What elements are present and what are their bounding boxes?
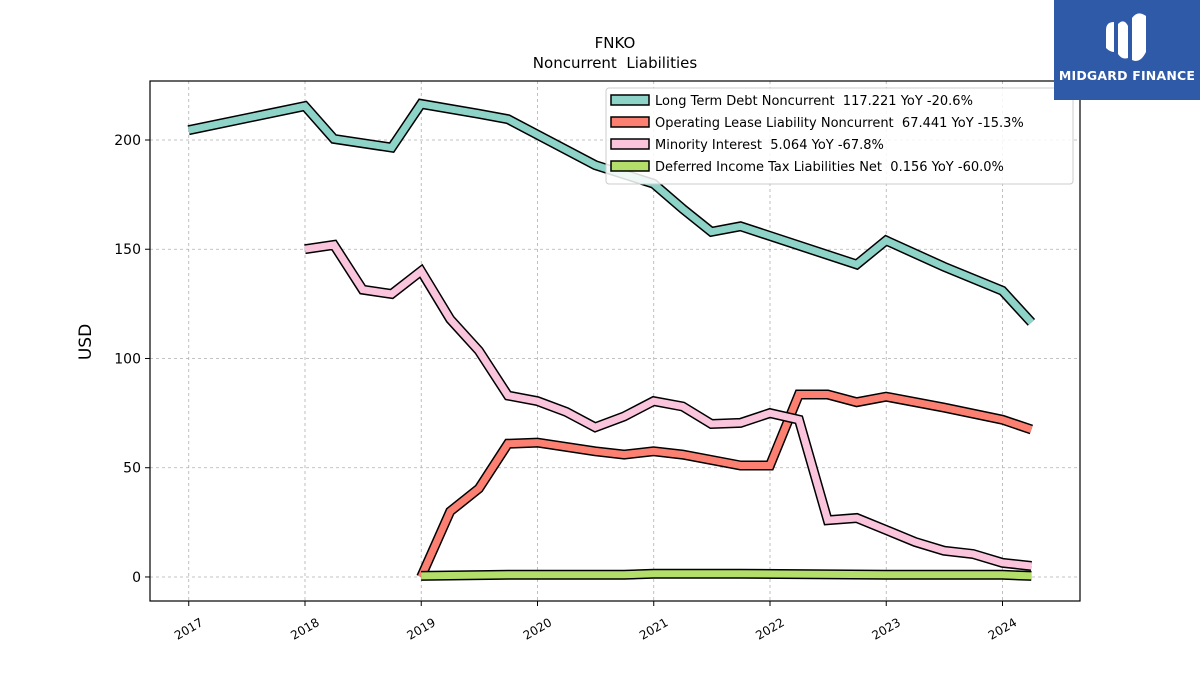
legend: Long Term Debt Noncurrent 117.221 YoY -2…	[605, 87, 1074, 185]
series-line	[304, 239, 1032, 571]
y-tick-label: 200	[114, 133, 141, 149]
x-tick-label: 2022	[753, 615, 786, 642]
series-line	[416, 389, 1034, 580]
series-stroke	[417, 391, 1033, 579]
y-tick-label: 150	[114, 242, 141, 258]
brand-name: MIDGARD FINANCE	[1058, 68, 1196, 83]
y-tick-label: 100	[114, 351, 141, 367]
chart-title: FNKO	[595, 34, 636, 52]
x-tick-label: 2018	[288, 615, 321, 642]
legend-swatch	[610, 94, 650, 106]
legend-swatch	[610, 138, 650, 150]
plot-frame	[149, 80, 1081, 602]
legend-box	[605, 87, 1074, 185]
y-tick-label: 50	[123, 461, 141, 477]
legend-swatch	[610, 160, 650, 172]
series-stroke	[304, 241, 1032, 570]
ticks-layer: 2017 2018 2019 2020 2021 2022 2023 2024 0 50 100 15…	[114, 133, 1019, 643]
x-tick-label: 2020	[521, 615, 554, 642]
y-axis-label: USD	[76, 324, 96, 360]
series-line	[421, 568, 1032, 581]
x-tick-label: 2023	[870, 615, 903, 642]
x-tick-label: 2019	[405, 615, 438, 642]
series-stroke	[421, 570, 1032, 580]
x-tick-label: 2021	[637, 615, 670, 642]
legend-label: Long Term Debt Noncurrent 117.221 YoY -2…	[655, 94, 973, 109]
legend-label: Operating Lease Liability Noncurrent 67.…	[655, 116, 1024, 131]
y-tick-label: 0	[132, 570, 141, 586]
x-tick-label: 2024	[986, 615, 1019, 642]
chart-subtitle: Noncurrent Liabilities	[533, 54, 698, 72]
legend-swatch	[610, 116, 650, 128]
legend-label: Minority Interest 5.064 YoY -67.8%	[655, 138, 884, 153]
brand-logo-icon	[1106, 13, 1146, 61]
legend-label: Deferred Income Tax Liabilities Net 0.15…	[655, 160, 1004, 175]
x-tick-label: 2017	[172, 615, 205, 642]
brand-badge: MIDGARD FINANCE	[1054, 0, 1200, 100]
